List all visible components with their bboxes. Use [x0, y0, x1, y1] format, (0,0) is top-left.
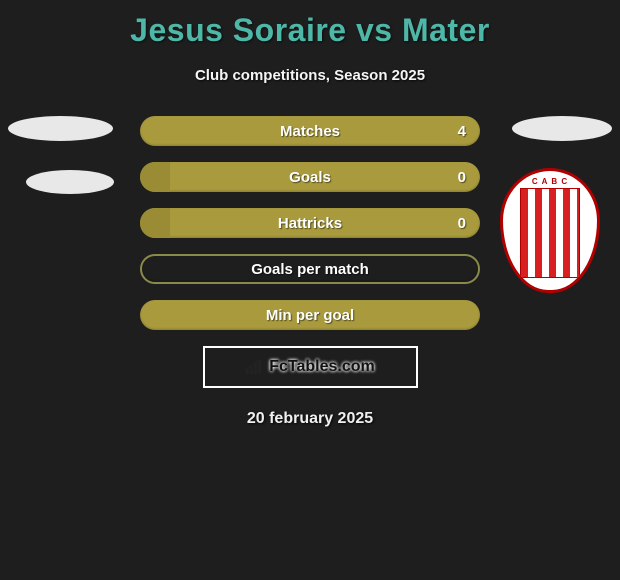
- club-badge-stripes: [520, 188, 580, 278]
- stat-bar-fill: [140, 162, 170, 192]
- brand-box[interactable]: FcTables.com: [203, 346, 418, 388]
- stat-value: 0: [458, 169, 466, 186]
- stat-value: 0: [458, 215, 466, 232]
- stat-row-goals: Goals 0: [140, 162, 480, 192]
- placeholder-ellipse: [26, 170, 114, 194]
- stat-label: Min per goal: [266, 307, 354, 324]
- stat-bar-fill: [140, 208, 170, 238]
- stat-label: Hattricks: [278, 215, 342, 232]
- stat-rows: Matches 4 Goals 0 Hattricks 0 Goals per …: [140, 116, 480, 330]
- stat-row-min-per-goal: Min per goal: [140, 300, 480, 330]
- stat-label: Matches: [280, 123, 340, 140]
- bar-chart-icon: [245, 360, 263, 375]
- stat-row-matches: Matches 4: [140, 116, 480, 146]
- stat-value: 4: [458, 123, 466, 140]
- stat-row-hattricks: Hattricks 0: [140, 208, 480, 238]
- comparison-panel: C A B C Matches 4 Goals 0 Hattricks 0 Go…: [0, 116, 620, 428]
- stat-label: Goals: [289, 169, 331, 186]
- footer-date: 20 february 2025: [0, 410, 620, 428]
- stat-label: Goals per match: [251, 261, 369, 278]
- brand-text: FcTables.com: [269, 358, 375, 376]
- placeholder-ellipse: [8, 116, 113, 141]
- placeholder-ellipse: [512, 116, 612, 141]
- page-title: Jesus Soraire vs Mater: [0, 0, 620, 49]
- club-badge-text: C A B C: [532, 177, 568, 186]
- page-subtitle: Club competitions, Season 2025: [0, 67, 620, 84]
- club-badge: C A B C: [500, 168, 600, 293]
- stat-row-goals-per-match: Goals per match: [140, 254, 480, 284]
